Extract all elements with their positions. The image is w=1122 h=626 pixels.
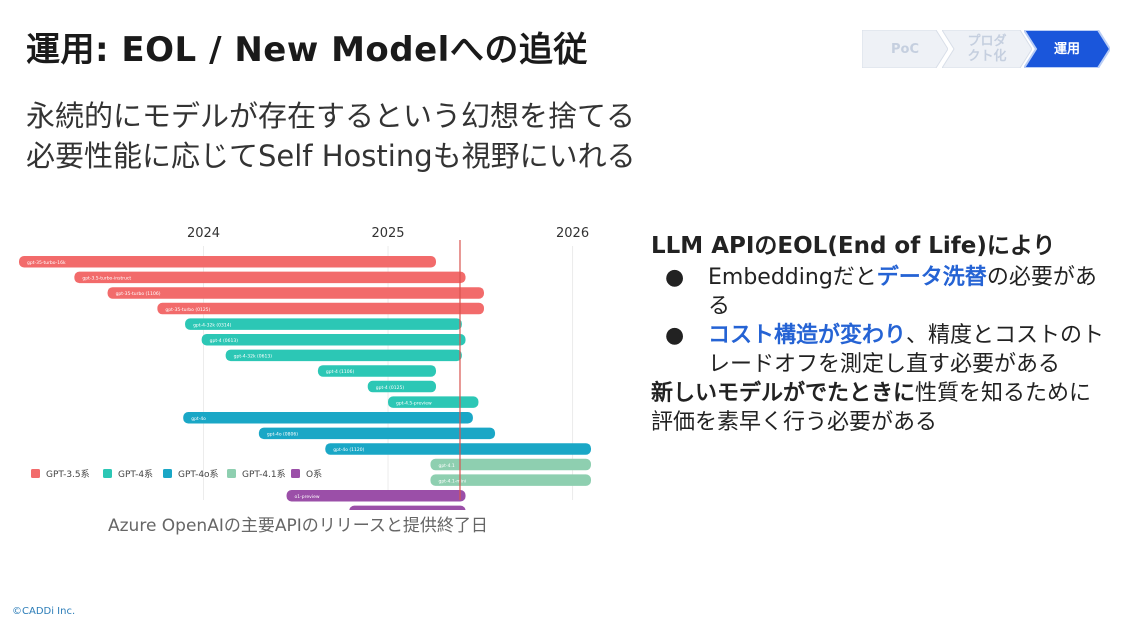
legend-swatch xyxy=(291,469,300,478)
legend-label: GPT-4系 xyxy=(118,469,153,480)
step-productization: プロダ クト化 xyxy=(942,30,1032,68)
bullet-item: ● Embeddingだとデータ洗替の必要がある xyxy=(665,265,1097,319)
phase-stepper: PoC プロダ クト化 運用 xyxy=(862,30,1112,68)
gantt-bar-label: gpt-4.5-preview xyxy=(396,400,432,406)
bullet-dot: ● xyxy=(665,323,685,348)
gantt-bar-label: gpt-4-32k (0314) xyxy=(193,322,232,328)
highlight-text: コスト構造が変わり xyxy=(708,323,907,348)
x-tick-label: 2024 xyxy=(187,226,220,241)
gantt-bar xyxy=(185,318,462,330)
gantt-bar xyxy=(286,490,466,502)
gantt-bar xyxy=(183,412,473,424)
slide-title: 運用: EOL / New Modelへの追従 xyxy=(26,30,588,70)
gantt-bar xyxy=(74,271,466,284)
gantt-bar-label: gpt-4 (0125) xyxy=(376,385,405,391)
gantt-bar xyxy=(201,334,466,346)
gantt-bar-label: gpt-35-turbo (1106) xyxy=(116,291,161,297)
slide-subtitle: 永続的にモデルが存在するという幻想を捨てる 必要性能に応じてSelf Hosti… xyxy=(26,96,636,176)
bullet-dot: ● xyxy=(665,265,685,290)
gantt-bar xyxy=(317,365,437,377)
gantt-svg: 2024 2025 2026 gpt-35-turbo-16k gpt-3.5-turb… xyxy=(19,226,591,533)
gantt-bar xyxy=(225,349,462,362)
legend-swatch xyxy=(163,469,172,478)
subtitle-line-1: 永続的にモデルが存在するという幻想を捨てる xyxy=(26,99,636,133)
step-productization-label: プロダ クト化 xyxy=(967,34,1007,64)
gantt-bar xyxy=(388,396,479,408)
legend-label: GPT-4o系 xyxy=(178,469,219,480)
step-poc-label: PoC xyxy=(891,41,919,57)
step-operation: 運用 xyxy=(1024,30,1110,68)
subtitle-line-2: 必要性能に応じてSelf Hostingも視野にいれる xyxy=(26,139,636,173)
gantt-bar xyxy=(258,427,496,440)
gantt-bar-label: gpt-4o (0806) xyxy=(267,432,298,438)
gantt-bar-label: gpt-4 (1106) xyxy=(326,369,355,375)
eol-heading: LLM APIのEOL(End of Life)により xyxy=(651,233,1056,259)
legend-swatch xyxy=(103,469,112,478)
gantt-bar-label: gpt-4.1 xyxy=(438,463,454,469)
copyright: ©CADDi Inc. xyxy=(12,606,76,617)
x-tick-label: 2026 xyxy=(556,226,589,241)
legend-label: GPT-4.1系 xyxy=(242,469,286,480)
gantt-bar-label: gpt-4-32k (0613) xyxy=(234,354,273,360)
x-tick-label: 2025 xyxy=(371,226,404,241)
gantt-bar xyxy=(430,458,591,471)
gantt-bar-label: gpt-4 (0613) xyxy=(210,338,239,344)
legend-swatch xyxy=(31,469,40,478)
gantt-bar-label: gpt-35-turbo-16k xyxy=(27,260,66,266)
step-operation-label: 運用 xyxy=(1053,41,1080,57)
right-panel: LLM APIのEOL(End of Life)により ● Embeddingだ… xyxy=(651,232,1111,437)
gantt-bar xyxy=(367,380,437,393)
legend-swatch xyxy=(227,469,236,478)
gantt-bar xyxy=(430,474,591,486)
gantt-bar xyxy=(325,443,591,455)
highlight-text: データ洗替 xyxy=(876,265,987,290)
gantt-bar xyxy=(157,302,484,315)
gantt-bar xyxy=(107,287,484,299)
gantt-bar-label: gpt-4o xyxy=(191,416,206,422)
gantt-bar-label: gpt-3.5-turbo-instruct xyxy=(82,276,131,282)
step-poc: PoC xyxy=(862,30,948,68)
bullet-item: ● コスト構造が変わり、精度とコストのトレードオフを測定し直す必要がある xyxy=(665,323,1105,377)
gantt-bar-label: gpt-4.1-mini xyxy=(438,478,466,484)
gantt-bar xyxy=(349,505,466,518)
legend-label: GPT-3.5系 xyxy=(46,469,90,480)
legend-label: O系 xyxy=(306,469,322,480)
closing-statement: 新しいモデルがでたときに性質を知るために評価を素早く行う必要がある xyxy=(651,381,1092,435)
eol-gantt-chart: 2024 2025 2026 gpt-35-turbo-16k gpt-3.5-turb… xyxy=(15,220,595,533)
gantt-bar-label: o1-preview xyxy=(295,494,320,500)
chart-caption: Azure OpenAIの主要APIのリリースと提供終了日 xyxy=(108,516,488,536)
gantt-bar-label: gpt-35-turbo (0125) xyxy=(165,307,210,313)
eol-bullet-list: ● Embeddingだとデータ洗替の必要がある ● コスト構造が変わり、精度と… xyxy=(651,263,1111,379)
gantt-bar xyxy=(19,256,437,268)
gantt-bar-label: gpt-4o (1120) xyxy=(333,447,364,453)
